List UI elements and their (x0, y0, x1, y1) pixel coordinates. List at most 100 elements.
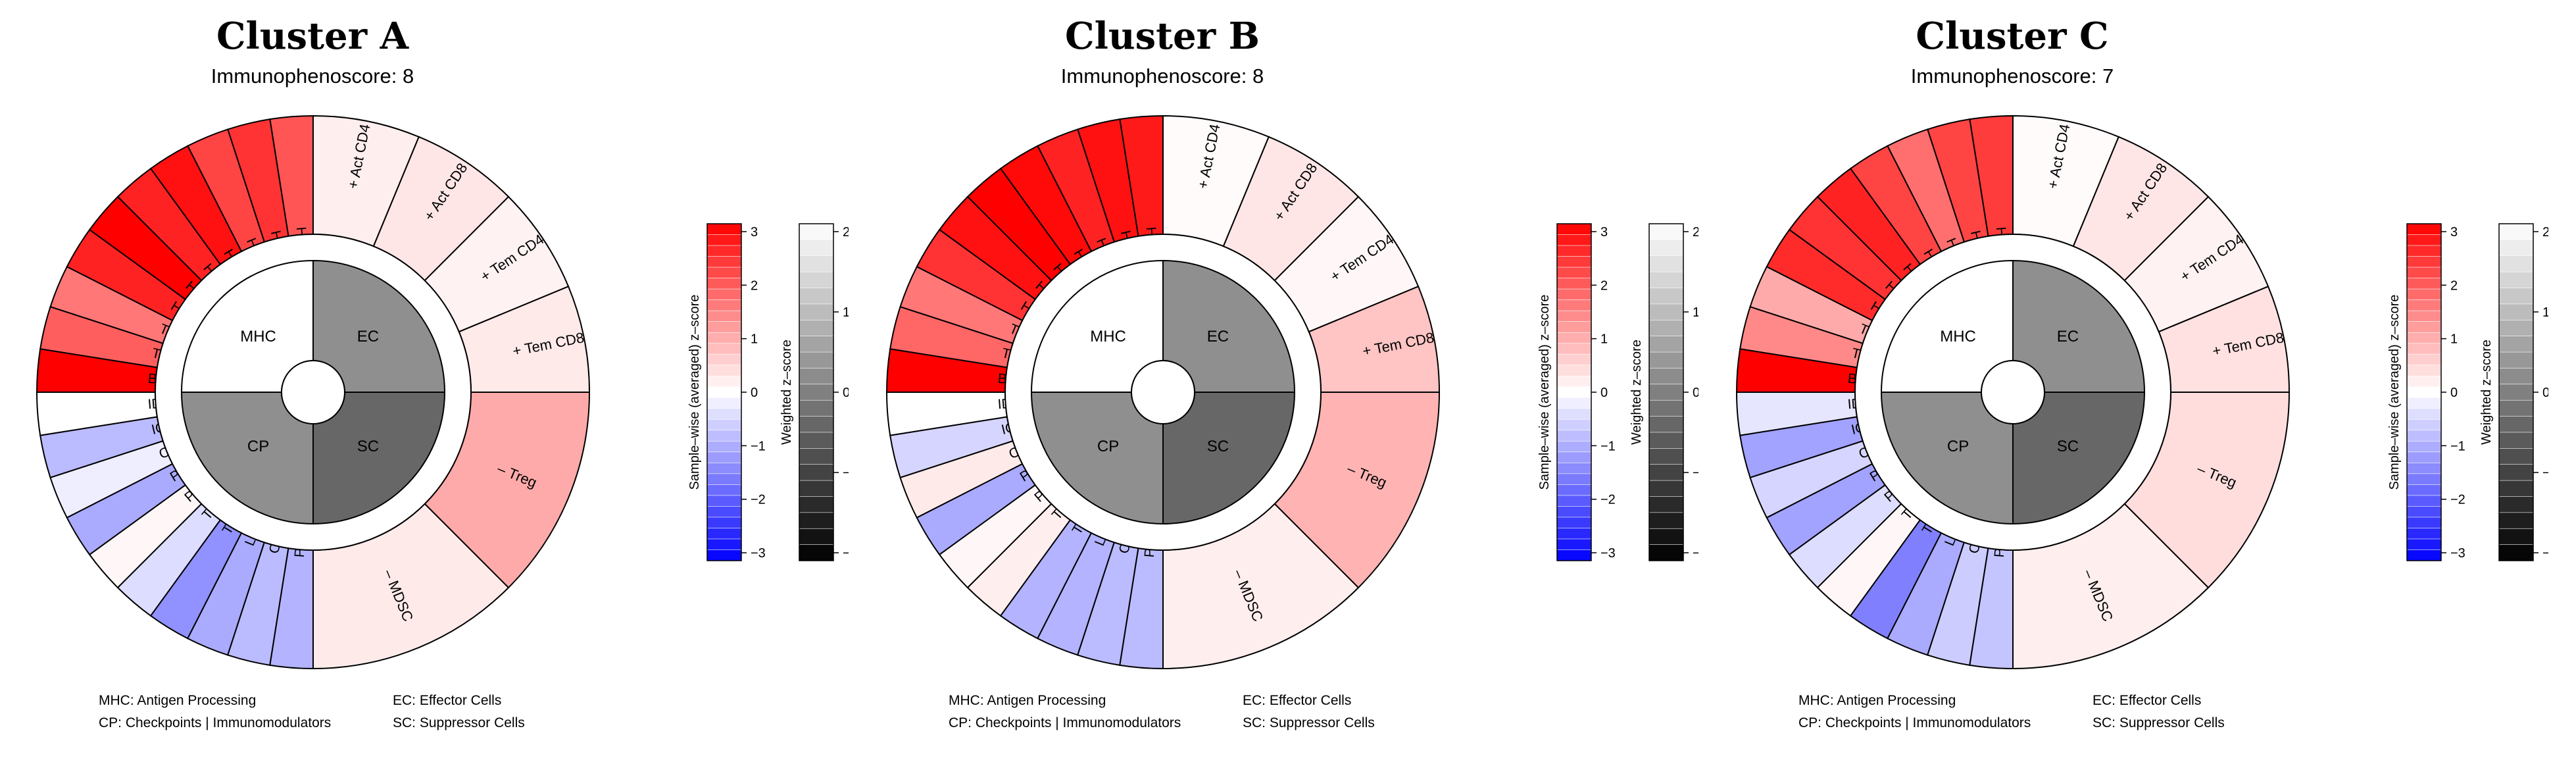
wscale-title: Weighted z–score (1629, 340, 1644, 445)
center-label-sc: SC (357, 438, 379, 455)
wscale-tick-label: −2 (843, 546, 849, 561)
zscale-step (1556, 506, 1592, 518)
wscale-step (799, 303, 834, 321)
zscale-tick-label: −2 (1600, 493, 1616, 507)
chart-title: Cluster C (1916, 14, 2109, 58)
zscale-step (706, 310, 742, 322)
wscale-tick-label: 0 (2542, 386, 2548, 400)
legend-left: MHC: Antigen Processing CP: Checkpoints … (949, 690, 1181, 734)
panel-cluster-a: Cluster A Immunophenoscore: 8 + Act CD4 +… (0, 0, 849, 764)
wscale-step (799, 399, 834, 417)
chart-title: Cluster B (1065, 14, 1260, 58)
zscale-step (706, 267, 742, 279)
zscale-step (2406, 256, 2442, 268)
zscale-step (1556, 375, 1592, 388)
zscale-frame (1556, 223, 1592, 561)
center-label-mhc: MHC (1090, 328, 1126, 345)
wscale-step (1648, 528, 1684, 546)
zscale-step (2406, 332, 2442, 344)
zscale-step (1556, 234, 1592, 246)
wscale-step (2498, 336, 2534, 353)
wscale-step (799, 255, 834, 272)
legend-left: MHC: Antigen Processing CP: Checkpoints … (1798, 690, 2031, 734)
zscale-tick-label: 3 (751, 225, 758, 240)
immunophenogram-wheel: + Act CD4+ Act CD8+ Tem CD4+ Tem CD8– Tr… (885, 115, 1441, 670)
zscale-step (1556, 463, 1592, 474)
center-label-mhc: MHC (240, 328, 276, 345)
zscale-step (706, 517, 742, 529)
wscale-step (1648, 399, 1684, 417)
wscale-step (1648, 432, 1684, 449)
wscale-tick-label: −1 (843, 466, 849, 480)
zscale-step (706, 288, 742, 301)
wscale-step (1648, 512, 1684, 530)
wscale-title: Weighted z–score (2479, 340, 2494, 445)
zscale-step (706, 484, 742, 496)
center-hole (281, 360, 345, 424)
wscale-step (799, 480, 834, 497)
zscale-step (706, 408, 742, 420)
wscale-tick-label: −1 (2542, 466, 2548, 480)
zscale-step (1556, 256, 1592, 268)
zscale-step (706, 419, 742, 431)
zscale-step (706, 332, 742, 344)
zscale-tick-label: −1 (751, 439, 766, 453)
wscale-tick-label: 2 (1693, 225, 1698, 240)
wscale-step (2498, 416, 2534, 433)
wscale-step (799, 496, 834, 513)
wscale-tick-label: 0 (1693, 386, 1698, 400)
zscale-step (2406, 353, 2442, 366)
zscale-step (706, 397, 742, 409)
wscale-step (799, 368, 834, 385)
wscale-step (1648, 288, 1684, 305)
wscale-step (2498, 496, 2534, 513)
zscale-step (2406, 528, 2442, 540)
wscale-step (2498, 448, 2534, 465)
wscale-step (799, 464, 834, 481)
zscale-step (706, 321, 742, 333)
center-label-ec: EC (357, 328, 379, 345)
wscale-step (799, 384, 834, 401)
zscale-step (706, 528, 742, 540)
zscale-step (706, 234, 742, 246)
wscale-step (2498, 288, 2534, 305)
zscale-step (706, 386, 742, 399)
center-label-ec: EC (2057, 328, 2079, 345)
zscale-step (1556, 549, 1592, 561)
legend-cp: CP: Checkpoints | Immunomodulators (1798, 715, 2031, 730)
zscale-tick-label: −1 (2450, 439, 2465, 453)
center-label-mhc: MHC (1940, 328, 1976, 345)
wscale-tick-label: −2 (1693, 546, 1698, 561)
zscale-step (2406, 463, 2442, 474)
legend-ec: EC: Effector Cells (1243, 693, 1352, 708)
legend-cp: CP: Checkpoints | Immunomodulators (99, 715, 332, 730)
wscale-step (1648, 319, 1684, 337)
zscale-step (706, 506, 742, 518)
immunophenoscore-subtitle: Immunophenoscore: 8 (1060, 64, 1264, 88)
wscale-step (2498, 368, 2534, 385)
wscale-step (799, 416, 834, 433)
zscale-step (1556, 517, 1592, 529)
zscale-tick-label: 1 (1600, 332, 1608, 347)
wscale-frame (1648, 223, 1684, 561)
zscale-step (2406, 517, 2442, 529)
zscale-step (2406, 234, 2442, 246)
zscale-frame (706, 223, 742, 561)
zscale-tick-label: 0 (751, 386, 758, 400)
zscale-step (706, 223, 742, 236)
wscale-tick-label: 2 (843, 225, 849, 240)
wscale-tick-label: 0 (843, 386, 849, 400)
zscale-step (1556, 408, 1592, 420)
zscale-step (706, 451, 742, 464)
zscale-step (1556, 245, 1592, 257)
wscale-step (799, 432, 834, 449)
legend-left: MHC: Antigen Processing CP: Checkpoints … (99, 690, 331, 734)
zscale-tick-label: 3 (2450, 225, 2458, 240)
zscale-step (706, 495, 742, 507)
zscale-frame (2406, 223, 2442, 561)
zscale-step (706, 343, 742, 355)
zscale-step (1556, 223, 1592, 236)
zscale-step (706, 245, 742, 257)
wscale-step (2498, 384, 2534, 401)
